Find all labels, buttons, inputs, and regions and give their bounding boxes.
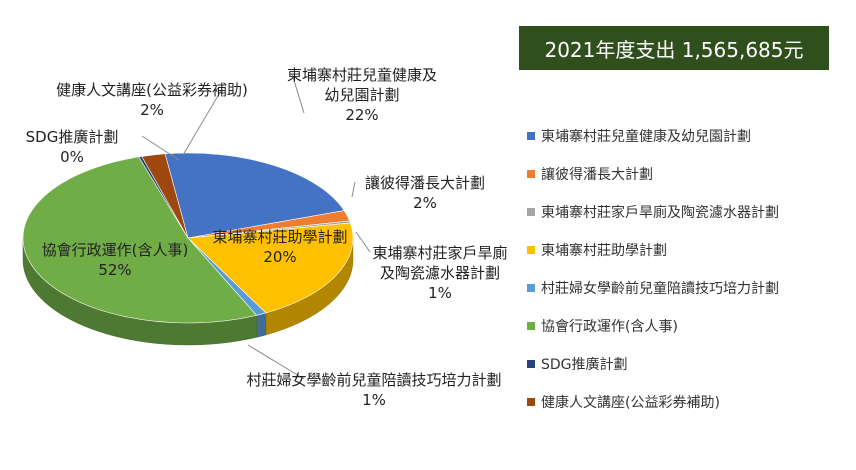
legend-label: SDG推廣計劃 <box>541 357 628 373</box>
data-label-percent-7: 2% <box>140 101 164 119</box>
data-label-name-0: 幼兒園計劃 <box>324 86 399 104</box>
callout-line-0 <box>291 73 305 114</box>
chart-title: 2021年度支出 1,565,685元 <box>519 26 829 70</box>
data-label-name-0: 東埔寨村莊兒童健康及 <box>287 66 437 84</box>
data-label-percent-6: 0% <box>60 148 84 166</box>
data-label-name-6: SDG推廣計劃 <box>26 128 119 146</box>
legend-label: 健康人文講座(公益彩券補助) <box>541 395 720 411</box>
pie-slices <box>22 152 354 324</box>
legend-swatch <box>527 170 535 178</box>
legend-label: 東埔寨村莊助學計劃 <box>541 243 667 259</box>
data-label-name-2: 及陶瓷濾水器計劃 <box>380 264 500 282</box>
legend-label: 東埔寨村莊家戶旱廁及陶瓷濾水器計劃 <box>541 205 779 221</box>
callout-lines <box>141 73 371 380</box>
slice-0 <box>164 152 345 239</box>
data-label-name-1: 讓彼得潘長大計劃 <box>365 174 485 192</box>
callout-line-2 <box>355 231 371 253</box>
data-label-percent-2: 1% <box>428 284 452 302</box>
legend-item: 健康人文講座(公益彩券補助) <box>527 392 720 412</box>
legend-item: 讓彼得潘長大計劃 <box>527 164 653 184</box>
legend-swatch <box>527 322 535 330</box>
legend-swatch <box>527 398 535 406</box>
data-label-name-3: 東埔寨村莊助學計劃 <box>212 228 347 246</box>
legend-item: 東埔寨村莊兒童健康及幼兒園計劃 <box>527 126 751 146</box>
legend-item: SDG推廣計劃 <box>527 354 628 374</box>
legend-swatch <box>527 360 535 368</box>
legend-label: 協會行政運作(含人事) <box>541 319 678 335</box>
data-label-name-4: 村莊婦女學齡前兒童陪讀技巧培力計劃 <box>246 371 501 389</box>
data-label-percent-0: 22% <box>345 106 378 124</box>
legend-label: 村莊婦女學齡前兒童陪讀技巧培力計劃 <box>541 281 779 297</box>
data-label-percent-1: 2% <box>413 194 437 212</box>
data-label-name-5: 協會行政運作(含人事) <box>42 241 189 259</box>
data-label-name-7: 健康人文講座(公益彩券補助) <box>56 81 248 99</box>
slice-3 <box>187 222 354 314</box>
legend-label: 東埔寨村莊兒童健康及幼兒園計劃 <box>541 129 751 145</box>
callout-line-1 <box>351 181 356 198</box>
data-label-name-2: 東埔寨村莊家戶旱廁 <box>372 244 507 262</box>
legend-swatch <box>527 132 535 140</box>
slice-7 <box>141 153 189 239</box>
legend-item: 協會行政運作(含人事) <box>527 316 678 336</box>
data-label-percent-4: 1% <box>362 391 386 409</box>
data-labels: 東埔寨村莊兒童健康及幼兒園計劃 22% 讓彼得潘長大計劃 2% 東埔寨村莊家戶旱廁及陶瓷… <box>26 66 508 409</box>
legend-label: 讓彼得潘長大計劃 <box>541 167 653 183</box>
data-label-percent-5: 52% <box>98 261 131 279</box>
callout-line-7 <box>182 88 223 156</box>
legend-item: 東埔寨村莊助學計劃 <box>527 240 667 260</box>
legend-item: 村莊婦女學齡前兒童陪讀技巧培力計劃 <box>527 278 779 298</box>
legend-swatch <box>527 284 535 292</box>
legend-swatch <box>527 208 535 216</box>
callout-line-4 <box>247 344 305 380</box>
slice-side-4 <box>256 312 267 338</box>
data-label-percent-3: 20% <box>263 248 296 266</box>
legend-item: 東埔寨村莊家戶旱廁及陶瓷濾水器計劃 <box>527 202 779 222</box>
slice-5 <box>22 156 258 324</box>
callout-line-6 <box>141 135 180 161</box>
legend-swatch <box>527 246 535 254</box>
